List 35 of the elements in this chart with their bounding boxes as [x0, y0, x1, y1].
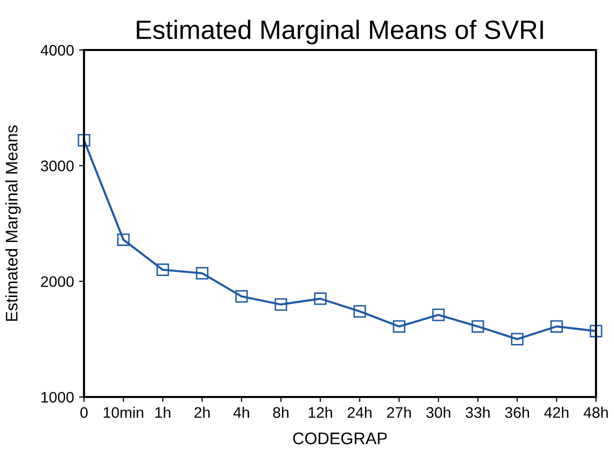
x-tick-label: 42h — [544, 406, 568, 418]
y-tick-label: 2000 — [41, 276, 74, 288]
x-tick-label: 2h — [194, 406, 210, 418]
point — [78, 134, 90, 146]
point — [117, 233, 130, 246]
point — [510, 332, 524, 346]
chart-title: Estimated Marginal Means of SVRI — [136, 20, 543, 44]
x-tick-label: 33h — [466, 406, 490, 418]
point — [314, 292, 327, 305]
point — [550, 320, 563, 333]
x-tick-label: 36h — [505, 406, 529, 418]
point — [392, 320, 406, 333]
point — [590, 324, 602, 338]
x-tick-label: 24h — [348, 406, 372, 418]
x-tick-label: 10min — [104, 406, 144, 418]
x-tick-label: 12h — [308, 406, 332, 418]
y-tick-label: 4000 — [40, 44, 74, 56]
y-tick-label: 1000 — [41, 392, 74, 403]
x-tick-label: 8h — [273, 406, 288, 418]
point — [274, 298, 288, 311]
point — [472, 320, 484, 333]
y-axis-title: Estimated Marginal Means — [5, 125, 21, 321]
x-tick-label: 0 — [80, 407, 88, 418]
point — [196, 266, 208, 280]
x-tick-label: 30h — [426, 406, 450, 418]
point — [235, 290, 248, 303]
x-tick-label: 27h — [387, 406, 411, 418]
x-tick-label: 1h — [155, 406, 170, 418]
x-tick-label: 48h — [584, 406, 608, 418]
point — [156, 264, 170, 276]
y-tick-label: 3000 — [40, 160, 74, 172]
point — [432, 308, 445, 322]
x-axis-title: CODEGRAP — [293, 432, 387, 444]
point — [353, 305, 366, 318]
x-tick-label: 4h — [233, 406, 250, 418]
